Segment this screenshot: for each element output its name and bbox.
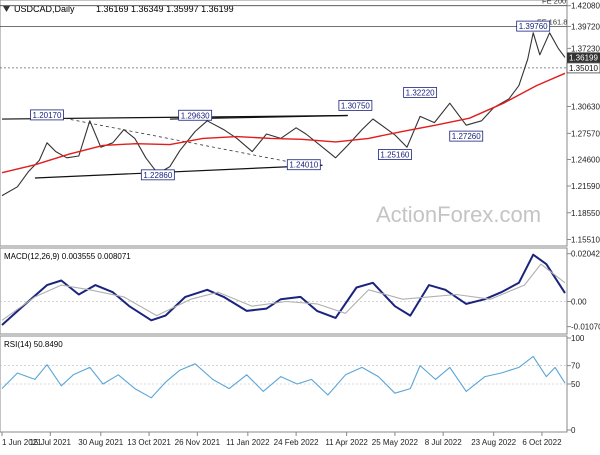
rsi-y-tick-label: 70 <box>571 362 580 371</box>
price-panel: 1.42080 1.39720 1.37230 1.35010 1.30630 1.275… <box>0 0 600 245</box>
watermark: ActionForex.com <box>376 202 541 227</box>
macd-panel-frame <box>0 247 568 335</box>
annotation-label: 1.29630 <box>181 111 210 120</box>
level-label: FE 161.8 <box>537 17 567 26</box>
symbol-label: USDCAD,Daily <box>14 4 75 14</box>
x-tick-label: 11 Apr 2022 <box>325 438 368 447</box>
trendline <box>34 164 323 179</box>
last-price-box <box>567 52 600 63</box>
last-price-label: 1.36199 <box>569 53 598 62</box>
x-tick-label: 24 Feb 2022 <box>274 438 319 447</box>
annotation-label: 1.39760 <box>519 22 548 31</box>
annotation-label: 1.20170 <box>33 111 62 120</box>
macd-series-line-1 <box>1 263 566 321</box>
x-tick-label: 25 May 2022 <box>372 438 419 447</box>
x-tick-label: 6 Oct 2022 <box>522 438 562 447</box>
dashed-trendline <box>46 114 304 166</box>
annotation-box <box>449 130 484 142</box>
price-y-tick-label: 1.21590 <box>571 182 600 191</box>
x-tick-label: 15 Jul 2021 <box>30 438 72 447</box>
macd-panel-title: MACD(12,26,9) 0.003555 0.008071 <box>4 252 131 261</box>
annotation-label: 1.30750 <box>341 101 370 110</box>
x-tick-label: 26 Nov 2021 <box>175 438 221 447</box>
level-price-label: 1.35010 <box>569 64 598 73</box>
annotation-box <box>516 20 551 32</box>
rsi-y-tick-label: 100 <box>571 334 585 343</box>
level-price-box <box>566 62 600 74</box>
rsi-panel: 100 70 50 0 RSI(14) 50.8490 <box>0 334 585 435</box>
macd-y-tick-label: -0.010705 <box>571 323 600 332</box>
price-y-tick-label: 1.37230 <box>571 44 600 53</box>
x-tick-label: 1 Jun 2021 <box>2 438 42 447</box>
macd-y-tick-label: 0.02042 <box>571 250 600 259</box>
rsi-panel-title: RSI(14) 50.8490 <box>4 340 63 349</box>
macd-panel: 0.02042 0.00 -0.010705 MACD(12,26,9) 0.0035… <box>0 250 600 332</box>
rsi-y-tick-label: 0 <box>571 426 576 435</box>
annotation-box <box>30 109 64 121</box>
annotation-label: 1.27260 <box>452 132 481 141</box>
price-series-line-1 <box>1 72 566 174</box>
rsi-series-line-0 <box>1 355 566 399</box>
price-y-tick-label: 1.27570 <box>571 129 600 138</box>
price-y-tick-label: 1.15510 <box>571 236 600 245</box>
annotation-box <box>338 100 373 111</box>
level-label: FE 200 <box>542 0 566 6</box>
annotation-box <box>286 159 321 171</box>
price-y-tick-label: 1.24600 <box>571 156 600 165</box>
x-tick-label: 13 Oct 2021 <box>127 438 171 447</box>
annotation-label: 1.24010 <box>289 161 318 170</box>
x-tick-label: 23 Aug 2022 <box>471 438 516 447</box>
x-tick-label: 11 Jan 2022 <box>226 438 270 447</box>
annotation-box <box>178 109 213 121</box>
annotation-label: 1.32220 <box>406 88 435 97</box>
rsi-y-tick-label: 50 <box>571 380 580 389</box>
annotation-box <box>403 87 438 98</box>
collapse-triangle-icon[interactable] <box>3 6 10 12</box>
price-panel-frame <box>0 0 568 247</box>
macd-y-tick-label: 0.00 <box>571 298 587 307</box>
annotation-label: 1.22860 <box>143 171 172 180</box>
annotation-box <box>140 169 175 181</box>
price-y-tick-label: 1.39720 <box>571 22 600 31</box>
price-y-tick-label: 1.42080 <box>571 2 600 11</box>
price-y-tick-label: 1.30630 <box>571 102 600 111</box>
macd-series-line-0 <box>1 253 566 326</box>
annotation-box <box>377 149 412 160</box>
x-tick-label: 8 Jul 2022 <box>425 438 462 447</box>
ohlc-readout: 1.36169 1.36349 1.35997 1.36199 <box>96 4 234 14</box>
x-tick-label: 30 Aug 2021 <box>78 438 123 447</box>
annotation-label: 1.25160 <box>380 151 409 160</box>
price-y-tick-label: 1.18550 <box>571 209 600 218</box>
